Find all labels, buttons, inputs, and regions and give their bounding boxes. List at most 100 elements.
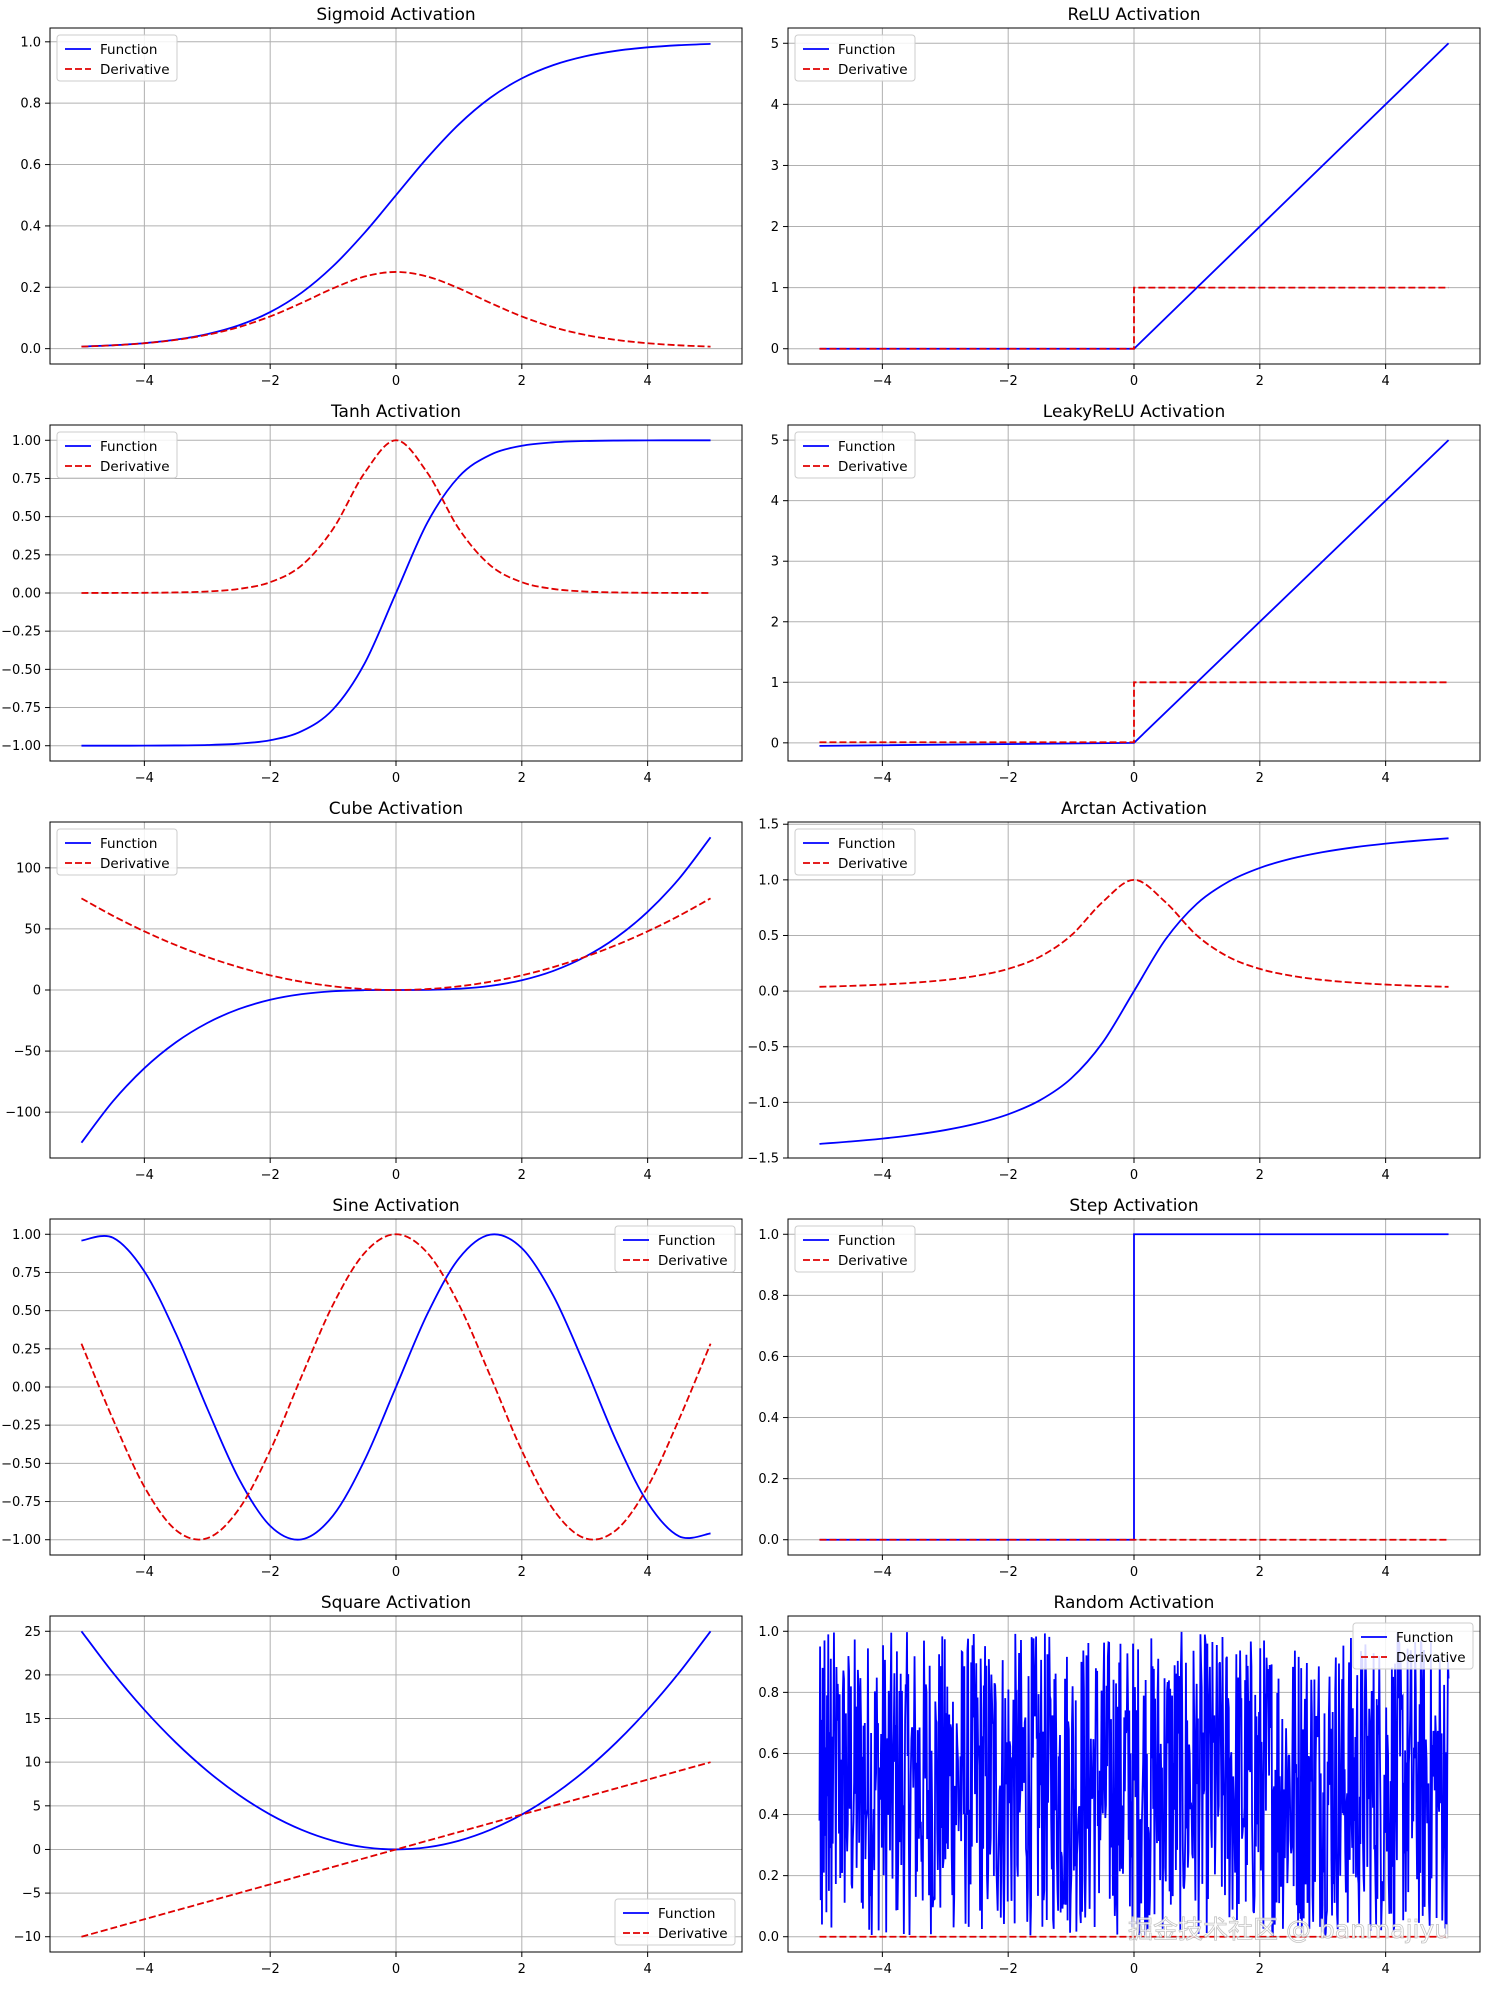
y-tick-label: 0.8: [20, 97, 41, 112]
x-tick-label: −2: [999, 1565, 1018, 1580]
legend-function-label: Function: [838, 1233, 895, 1249]
x-tick-label: −2: [261, 771, 280, 786]
legend: Function Derivative: [56, 828, 178, 876]
subplot-tanh: −4 −2 0 2 4 −1.00 −0.75 −0.50 −0.25 0.00 0.25 0.50 0…: [1, 402, 743, 786]
x-tick-label: 0: [392, 1168, 400, 1183]
axes-frame: [787, 27, 1481, 365]
y-tick-label: −0.25: [1, 625, 41, 640]
x-tick-label: −4: [873, 1168, 892, 1183]
y-tick-label: 0.4: [758, 1411, 779, 1426]
x-tick-label: −2: [999, 1962, 1018, 1977]
y-tick-label: −50: [14, 1045, 41, 1060]
subplot-random: −4 −2 0 2 4 0.0 0.2 0.4 0.6 0.8 1.0 Random Activati…: [758, 1593, 1481, 1977]
subplot-title: ReLU Activation: [1067, 5, 1200, 25]
x-tick-label: 2: [518, 771, 526, 786]
x-tick-label: −2: [261, 1962, 280, 1977]
axes-frame: [787, 1218, 1481, 1556]
derivative-line-leakyrelu: [819, 681, 1449, 744]
derivative-line-sigmoid: [81, 271, 711, 348]
y-tick-label: 100: [16, 861, 41, 876]
x-tick-label: −2: [261, 1168, 280, 1183]
y-tick-label: −0.5: [747, 1040, 779, 1055]
x-tick-label: −2: [261, 1565, 280, 1580]
x-tick-label: −2: [261, 374, 280, 389]
subplot-title: Square Activation: [321, 1593, 471, 1613]
axes-frame: [787, 1615, 1481, 1953]
x-tick-label: 2: [1256, 374, 1264, 389]
subplot-title: Random Activation: [1054, 1593, 1215, 1613]
y-tick-label: 1: [771, 676, 779, 691]
axes-frame: [787, 424, 1481, 762]
y-tick-label: 50: [24, 922, 41, 937]
subplot-title: LeakyReLU Activation: [1043, 402, 1225, 422]
legend-function-label: Function: [100, 42, 157, 58]
y-tick-label: 0.0: [758, 985, 779, 1000]
legend-derivative-label: Derivative: [100, 459, 170, 475]
y-tick-label: 0.2: [20, 281, 41, 296]
y-tick-label: 1: [771, 281, 779, 296]
y-tick-label: −0.25: [1, 1419, 41, 1434]
x-tick-label: −4: [873, 771, 892, 786]
derivative-line-arctan: [819, 878, 1449, 988]
y-tick-label: 0.2: [758, 1472, 779, 1487]
legend-derivative-label: Derivative: [838, 459, 908, 475]
legend-function-label: Function: [658, 1906, 715, 1922]
subplot-cube: −4 −2 0 2 4 −100 −50 0 50 100 Cube Activation Funct…: [5, 799, 743, 1183]
y-tick-label: 0.8: [758, 1686, 779, 1701]
y-tick-label: 4: [771, 494, 779, 509]
derivative-line-sine: [80, 1233, 712, 1541]
x-tick-label: 2: [1256, 771, 1264, 786]
legend-function-label: Function: [838, 439, 895, 455]
y-tick-label: −1.5: [747, 1152, 779, 1167]
x-tick-label: −4: [135, 1565, 154, 1580]
y-tick-label: 5: [771, 434, 779, 449]
y-tick-label: 0.6: [758, 1747, 779, 1762]
x-tick-label: 4: [1381, 771, 1389, 786]
y-tick-label: 1.0: [758, 1625, 779, 1640]
y-tick-label: 1.0: [758, 873, 779, 888]
derivative-line-square: [81, 1761, 711, 1938]
x-tick-label: 4: [643, 1962, 651, 1977]
y-tick-label: 0.4: [758, 1808, 779, 1823]
y-tick-label: −100: [5, 1106, 41, 1121]
x-tick-label: −4: [135, 1962, 154, 1977]
legend: Function Derivative: [794, 431, 916, 479]
x-tick-label: 4: [643, 374, 651, 389]
y-tick-label: 0.2: [758, 1869, 779, 1884]
function-line-sine: [81, 1233, 711, 1541]
y-tick-label: 0.8: [758, 1289, 779, 1304]
y-tick-label: 1.00: [12, 1228, 41, 1243]
subplot-title: Cube Activation: [329, 799, 463, 819]
y-tick-label: −1.0: [747, 1096, 779, 1111]
x-tick-label: 0: [1130, 374, 1138, 389]
x-tick-label: 0: [392, 771, 400, 786]
x-tick-label: 2: [518, 1565, 526, 1580]
x-tick-label: 4: [1381, 1565, 1389, 1580]
x-tick-label: −2: [999, 374, 1018, 389]
legend-derivative-label: Derivative: [838, 1253, 908, 1269]
y-tick-label: 4: [771, 98, 779, 113]
y-tick-label: 0.50: [12, 1304, 41, 1319]
legend-function-label: Function: [100, 439, 157, 455]
subplot-arctan: −4 −2 0 2 4 −1.5 −1.0 −0.5 0.0 0.5 1.0 1.5 Arctan Ac…: [747, 799, 1481, 1183]
legend-derivative-label: Derivative: [838, 856, 908, 872]
function-line-step: [819, 1233, 1449, 1541]
legend: Function Derivative: [1352, 1622, 1474, 1670]
subplot-sine: −4 −2 0 2 4 −1.00 −0.75 −0.50 −0.25 0.00 0.25 0.50 0…: [1, 1196, 743, 1580]
y-tick-label: 0.75: [12, 472, 41, 487]
axes-frame: [49, 1218, 743, 1556]
axes-frame: [787, 821, 1481, 1159]
legend-function-label: Function: [1396, 1630, 1453, 1646]
legend-function-label: Function: [100, 836, 157, 852]
function-line-tanh: [81, 439, 711, 747]
x-tick-label: 2: [1256, 1962, 1264, 1977]
y-tick-label: −1.00: [1, 1533, 41, 1548]
subplot-title: Step Activation: [1069, 1196, 1198, 1216]
x-tick-label: 2: [1256, 1168, 1264, 1183]
y-tick-label: 0: [33, 984, 41, 999]
y-tick-label: −0.50: [1, 663, 41, 678]
x-tick-label: 4: [643, 1168, 651, 1183]
x-tick-label: 4: [643, 771, 651, 786]
y-tick-label: −0.75: [1, 1495, 41, 1510]
x-tick-label: 0: [392, 1962, 400, 1977]
